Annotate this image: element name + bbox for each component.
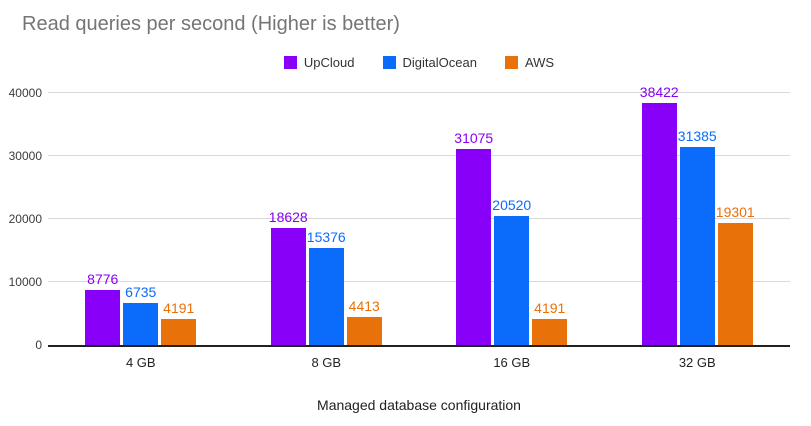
- bar-value-label: 4191: [534, 299, 566, 316]
- bar-digitalocean-16-gb[interactable]: 20520: [492, 197, 531, 345]
- bar-value-label: 31075: [454, 130, 494, 147]
- legend-swatch-icon: [382, 56, 396, 69]
- bar-digitalocean-4-gb[interactable]: 6735: [123, 284, 159, 345]
- bar-value-label: 4413: [348, 298, 380, 315]
- legend-item-digitalocean[interactable]: DigitalOcean: [382, 55, 477, 70]
- gridline: [48, 92, 790, 93]
- bar-value-label: 20520: [492, 196, 532, 213]
- legend: UpCloud DigitalOcean AWS: [48, 55, 790, 70]
- bar-value-label: 18628: [268, 208, 308, 225]
- bar-value-label: 8776: [87, 270, 119, 287]
- legend-label: AWS: [524, 55, 555, 70]
- category-label: 32 GB: [678, 355, 716, 370]
- bar-value-label: 4191: [163, 299, 195, 316]
- bar-upcloud-32-gb[interactable]: 38422: [640, 84, 679, 345]
- legend-item-upcloud[interactable]: UpCloud: [283, 55, 355, 70]
- y-tick-label: 40000: [8, 86, 42, 100]
- bar-group-16-gb: 31075 20520 4191 16 GB: [454, 93, 568, 370]
- bar-group-8-gb: 18628 15376 4413 8 GB: [269, 93, 382, 370]
- x-axis-title: Managed database configuration: [317, 397, 521, 413]
- category-label: 4 GB: [125, 355, 156, 370]
- y-tick-label: 20000: [8, 212, 42, 226]
- y-tick-label: 30000: [8, 149, 42, 163]
- bar-value-label: 31385: [677, 128, 717, 145]
- bar-upcloud-8-gb[interactable]: 18628: [269, 209, 308, 345]
- gridline: [48, 218, 790, 219]
- legend-swatch-icon: [504, 56, 518, 69]
- y-axis: 0 10000 20000 30000 40000: [0, 86, 42, 352]
- bar-aws-8-gb[interactable]: 4413: [346, 298, 382, 345]
- category-label: 8 GB: [311, 355, 342, 370]
- legend-label: UpCloud: [303, 55, 355, 70]
- bar-value-label: 38422: [639, 83, 679, 100]
- bar-aws-32-gb[interactable]: 19301: [716, 204, 755, 345]
- chart-title: Read queries per second (Higher is bette…: [22, 13, 400, 35]
- bar-upcloud-4-gb[interactable]: 8776: [85, 271, 121, 345]
- bar-aws-16-gb[interactable]: 4191: [532, 300, 568, 345]
- gridline: [48, 281, 790, 282]
- bar-digitalocean-8-gb[interactable]: 15376: [307, 229, 346, 345]
- legend-label: DigitalOcean: [402, 55, 477, 70]
- bar-value-label: 6735: [125, 283, 157, 300]
- bar-value-label: 15376: [306, 229, 346, 246]
- legend-swatch-icon: [283, 56, 297, 69]
- y-tick-label: 10000: [8, 275, 42, 289]
- bar-upcloud-16-gb[interactable]: 31075: [454, 130, 493, 345]
- bar-group-32-gb: 38422 31385 19301 32 GB: [640, 84, 755, 370]
- legend-item-aws[interactable]: AWS: [504, 55, 555, 70]
- y-tick-label: 0: [35, 338, 42, 352]
- gridline: [48, 155, 790, 156]
- bar-value-label: 19301: [715, 204, 755, 221]
- category-label: 16 GB: [493, 355, 531, 370]
- bar-digitalocean-32-gb[interactable]: 31385: [678, 128, 717, 345]
- plot-area: 8776 6735 4191 4 GB 18628 15376 4413 8 GB 31075 2…: [48, 84, 790, 370]
- bar-group-4-gb: 8776 6735 4191 4 GB: [85, 93, 197, 370]
- bar-aws-4-gb[interactable]: 4191: [161, 300, 197, 345]
